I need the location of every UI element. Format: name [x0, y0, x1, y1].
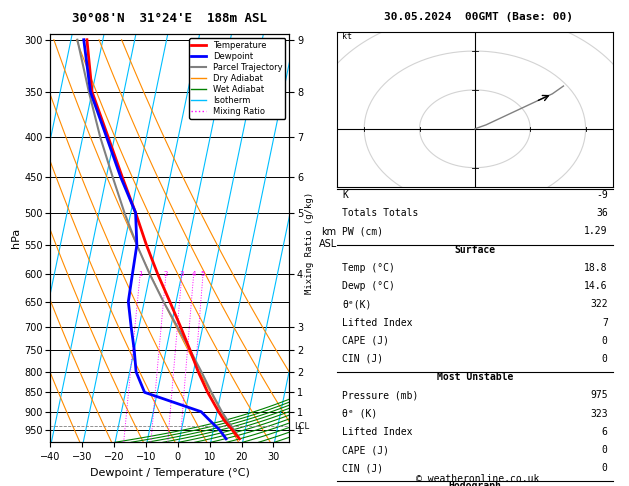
Text: © weatheronline.co.uk: © weatheronline.co.uk [416, 473, 540, 484]
Text: 975: 975 [590, 390, 608, 400]
Text: 5: 5 [201, 271, 205, 278]
X-axis label: Dewpoint / Temperature (°C): Dewpoint / Temperature (°C) [90, 468, 250, 478]
Text: 2: 2 [164, 271, 168, 278]
Text: Most Unstable: Most Unstable [437, 372, 513, 382]
Text: -9: -9 [596, 190, 608, 200]
Text: 1.29: 1.29 [584, 226, 608, 236]
Y-axis label: km
ASL: km ASL [319, 227, 337, 249]
Text: Temp (°C): Temp (°C) [342, 263, 395, 273]
Text: 7: 7 [602, 317, 608, 328]
Text: 30°08'N  31°24'E  188m ASL: 30°08'N 31°24'E 188m ASL [72, 12, 267, 25]
Text: CAPE (J): CAPE (J) [342, 445, 389, 455]
Text: θᵉ (K): θᵉ (K) [342, 409, 377, 418]
Text: 0: 0 [602, 354, 608, 364]
Text: LCL: LCL [294, 422, 309, 431]
Text: PW (cm): PW (cm) [342, 226, 383, 236]
Text: 36: 36 [596, 208, 608, 218]
Text: Mixing Ratio (g/kg): Mixing Ratio (g/kg) [305, 192, 314, 294]
Text: Hodograph: Hodograph [448, 482, 501, 486]
Text: 0: 0 [602, 445, 608, 455]
Text: Surface: Surface [454, 244, 496, 255]
Text: 0: 0 [602, 336, 608, 346]
Text: Lifted Index: Lifted Index [342, 317, 413, 328]
Text: Dewp (°C): Dewp (°C) [342, 281, 395, 291]
Text: Lifted Index: Lifted Index [342, 427, 413, 437]
Text: 18.8: 18.8 [584, 263, 608, 273]
Text: CIN (J): CIN (J) [342, 463, 383, 473]
Text: θᵉ(K): θᵉ(K) [342, 299, 372, 309]
Text: 6: 6 [602, 427, 608, 437]
Text: kt: kt [342, 33, 352, 41]
Text: 323: 323 [590, 409, 608, 418]
Text: 4: 4 [191, 271, 196, 278]
Text: 14.6: 14.6 [584, 281, 608, 291]
Legend: Temperature, Dewpoint, Parcel Trajectory, Dry Adiabat, Wet Adiabat, Isotherm, Mi: Temperature, Dewpoint, Parcel Trajectory… [189, 38, 285, 119]
Text: CIN (J): CIN (J) [342, 354, 383, 364]
Text: 0: 0 [602, 463, 608, 473]
Text: 3: 3 [180, 271, 184, 278]
Text: CAPE (J): CAPE (J) [342, 336, 389, 346]
Text: 30.05.2024  00GMT (Base: 00): 30.05.2024 00GMT (Base: 00) [384, 12, 572, 22]
Text: Pressure (mb): Pressure (mb) [342, 390, 418, 400]
Text: K: K [342, 190, 348, 200]
Y-axis label: hPa: hPa [11, 228, 21, 248]
Text: 322: 322 [590, 299, 608, 309]
Text: Totals Totals: Totals Totals [342, 208, 418, 218]
Text: 1: 1 [138, 271, 142, 278]
